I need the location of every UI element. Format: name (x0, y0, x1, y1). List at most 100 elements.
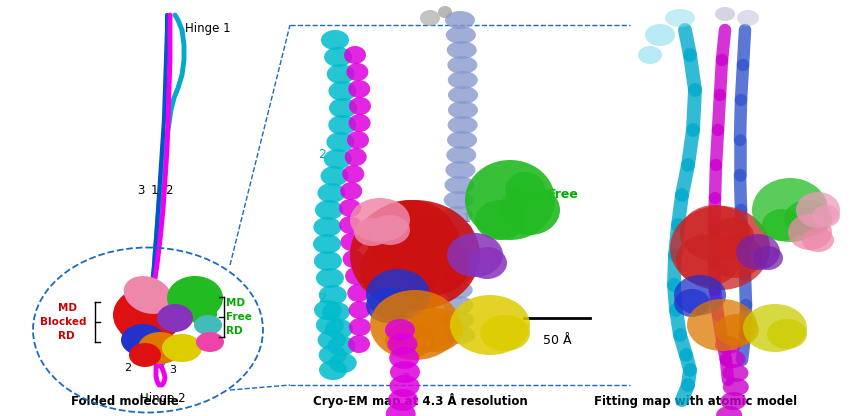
Ellipse shape (349, 97, 371, 115)
Ellipse shape (390, 375, 420, 397)
Ellipse shape (183, 295, 217, 325)
Ellipse shape (118, 309, 158, 341)
Ellipse shape (162, 334, 202, 362)
Ellipse shape (400, 215, 460, 265)
Ellipse shape (442, 281, 473, 299)
Ellipse shape (124, 276, 172, 314)
Ellipse shape (354, 218, 390, 246)
Ellipse shape (327, 336, 355, 356)
Ellipse shape (348, 335, 370, 353)
Ellipse shape (638, 46, 662, 64)
Text: Hinge 2: Hinge 2 (140, 392, 186, 405)
Ellipse shape (315, 200, 343, 220)
Text: RD: RD (226, 326, 243, 336)
Ellipse shape (167, 276, 223, 320)
Ellipse shape (505, 172, 545, 208)
Ellipse shape (710, 218, 754, 254)
Ellipse shape (340, 216, 361, 234)
Ellipse shape (365, 200, 455, 270)
Ellipse shape (388, 389, 418, 411)
Ellipse shape (342, 165, 365, 183)
Ellipse shape (347, 284, 369, 302)
Ellipse shape (707, 234, 763, 278)
Ellipse shape (446, 161, 475, 179)
Ellipse shape (715, 336, 741, 354)
Text: Hinge 1: Hinge 1 (185, 22, 231, 35)
Ellipse shape (157, 304, 193, 332)
Text: Blocked: Blocked (372, 242, 427, 255)
Ellipse shape (348, 80, 370, 98)
Ellipse shape (444, 176, 474, 194)
Ellipse shape (385, 319, 415, 341)
Text: MD: MD (226, 298, 245, 308)
Ellipse shape (349, 318, 371, 336)
Ellipse shape (802, 228, 834, 252)
Text: 1: 1 (463, 302, 471, 314)
Ellipse shape (325, 319, 353, 339)
Ellipse shape (722, 364, 748, 382)
Ellipse shape (448, 116, 478, 134)
Ellipse shape (366, 287, 410, 323)
Ellipse shape (448, 101, 478, 119)
Ellipse shape (194, 315, 222, 335)
Ellipse shape (465, 160, 555, 240)
Ellipse shape (196, 332, 224, 352)
Ellipse shape (796, 192, 840, 228)
Ellipse shape (687, 299, 757, 351)
Ellipse shape (743, 304, 807, 352)
Ellipse shape (721, 392, 746, 410)
Ellipse shape (442, 251, 472, 269)
Ellipse shape (400, 235, 470, 295)
Ellipse shape (480, 315, 530, 351)
Ellipse shape (314, 300, 342, 320)
Ellipse shape (321, 30, 349, 50)
Ellipse shape (319, 360, 347, 380)
Ellipse shape (370, 230, 420, 270)
Ellipse shape (340, 182, 362, 200)
Ellipse shape (314, 217, 341, 237)
Ellipse shape (752, 178, 828, 242)
Ellipse shape (674, 275, 726, 315)
Ellipse shape (319, 345, 346, 365)
Ellipse shape (345, 148, 366, 166)
Ellipse shape (445, 11, 475, 29)
Ellipse shape (322, 302, 350, 322)
Text: 1: 1 (165, 327, 171, 337)
Ellipse shape (316, 268, 344, 288)
Text: Free: Free (548, 188, 579, 201)
Ellipse shape (324, 47, 353, 67)
Ellipse shape (321, 166, 348, 186)
Text: Folded molecule: Folded molecule (72, 395, 179, 408)
Ellipse shape (328, 353, 357, 373)
Ellipse shape (442, 221, 473, 239)
Ellipse shape (387, 333, 417, 355)
Ellipse shape (448, 56, 477, 74)
Ellipse shape (349, 301, 371, 319)
Ellipse shape (467, 247, 507, 279)
Ellipse shape (753, 246, 783, 270)
Ellipse shape (385, 403, 416, 416)
Ellipse shape (665, 9, 695, 27)
Ellipse shape (370, 215, 410, 245)
Text: 3: 3 (169, 365, 176, 375)
Ellipse shape (443, 206, 473, 224)
Text: Free: Free (226, 312, 252, 322)
Ellipse shape (442, 266, 473, 284)
Ellipse shape (319, 285, 346, 305)
Ellipse shape (446, 26, 476, 44)
Ellipse shape (448, 71, 478, 89)
Ellipse shape (390, 361, 420, 383)
Ellipse shape (329, 98, 357, 118)
Text: 1: 1 (463, 211, 471, 225)
Ellipse shape (385, 322, 435, 358)
Text: 50 Å: 50 Å (543, 334, 571, 347)
Ellipse shape (350, 198, 410, 242)
Ellipse shape (447, 41, 477, 59)
Ellipse shape (317, 183, 346, 203)
Ellipse shape (313, 234, 341, 254)
Ellipse shape (447, 131, 477, 149)
Ellipse shape (812, 205, 840, 227)
Ellipse shape (327, 64, 355, 84)
Ellipse shape (129, 343, 161, 367)
Ellipse shape (716, 406, 742, 416)
